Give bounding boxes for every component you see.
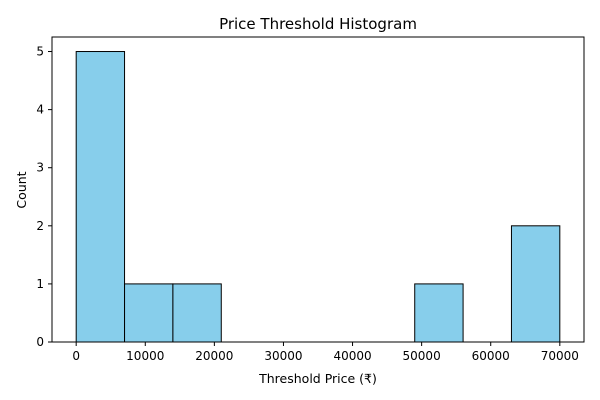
y-axis-label: Count — [14, 171, 29, 208]
x-tick-label-3: 30000 — [264, 349, 302, 363]
x-tick-label-2: 20000 — [195, 349, 233, 363]
y-tick-label-1: 1 — [36, 277, 44, 291]
y-tick-label-0: 0 — [36, 335, 44, 349]
x-tick-label-5: 50000 — [403, 349, 441, 363]
bars — [75, 51, 561, 343]
x-axis-label: Threshold Price (₹) — [258, 371, 377, 386]
y-tick-label-5: 5 — [36, 45, 44, 59]
y-tick-label-4: 4 — [36, 103, 44, 117]
x-tick-label-7: 70000 — [541, 349, 579, 363]
histogram-bar-9 — [510, 225, 561, 343]
histogram-bar-1 — [124, 283, 174, 343]
x-tick-label-1: 10000 — [126, 349, 164, 363]
chart-title: Price Threshold Histogram — [219, 15, 417, 33]
plot-frame — [51, 36, 585, 343]
y-tick-label-3: 3 — [36, 161, 44, 175]
axis-ticks: 0 10000 20000 30000 40000 50000 60000 70000 0 1 2 3… — [36, 45, 579, 363]
y-tick-label-2: 2 — [36, 219, 44, 233]
x-tick-label-4: 40000 — [333, 349, 371, 363]
x-tick-label-6: 60000 — [472, 349, 510, 363]
histogram-bar-7 — [414, 283, 464, 343]
histogram-bar-2 — [172, 283, 222, 343]
x-tick-label-0: 0 — [72, 349, 80, 363]
histogram-bar-0 — [75, 51, 126, 343]
